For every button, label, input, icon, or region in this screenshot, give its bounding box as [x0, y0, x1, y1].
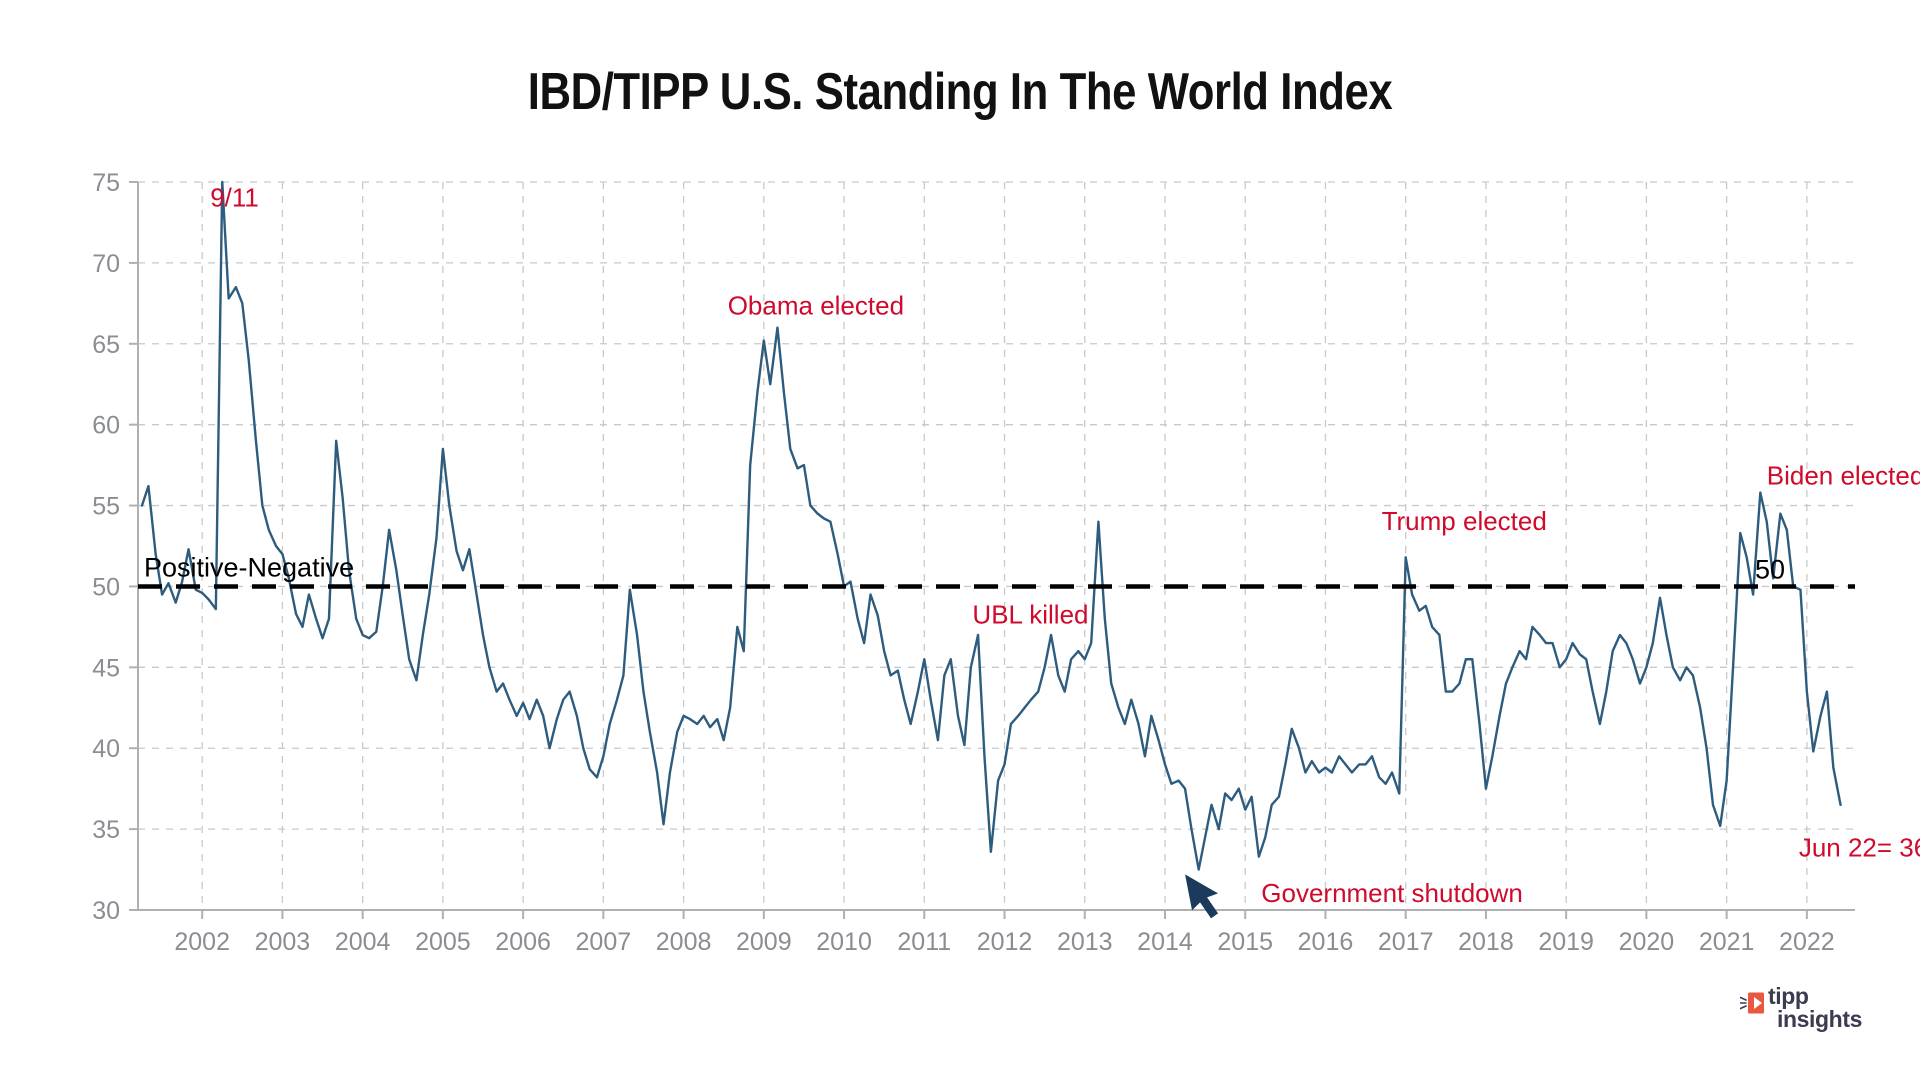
svg-text:2003: 2003	[255, 928, 311, 956]
svg-text:Biden elected: Biden elected	[1767, 461, 1920, 491]
svg-text:2013: 2013	[1057, 928, 1113, 956]
svg-text:2015: 2015	[1217, 928, 1273, 956]
svg-text:Positive-Negative: Positive-Negative	[144, 552, 354, 582]
annotations: 9/11 Obama elected UBL killed Trump elected…	[210, 182, 1920, 908]
svg-text:2005: 2005	[415, 928, 471, 956]
svg-text:40: 40	[92, 735, 120, 763]
svg-text:Obama elected: Obama elected	[728, 291, 904, 321]
tipp-insights-logo: tipp insights	[1740, 985, 1880, 1041]
logo-line-1: tipp	[1768, 983, 1809, 1009]
x-axis-tick-labels: 2002 2003 2004 2005 2006 2007 2008 2009 2010 2011…	[174, 910, 1835, 956]
page-title: IBD/TIPP U.S. Standing In The World Inde…	[527, 63, 1393, 121]
svg-text:35: 35	[92, 816, 120, 844]
axes	[137, 182, 1855, 911]
svg-text:50: 50	[92, 573, 120, 601]
svg-text:2011: 2011	[897, 928, 951, 956]
svg-text:Trump elected: Trump elected	[1382, 506, 1547, 536]
svg-text:2020: 2020	[1619, 928, 1675, 956]
svg-text:2014: 2014	[1137, 928, 1193, 956]
svg-text:Jun 22= 36.5: Jun 22= 36.5	[1799, 833, 1920, 863]
svg-text:2010: 2010	[816, 928, 872, 956]
svg-text:2021: 2021	[1699, 928, 1755, 956]
svg-text:2022: 2022	[1779, 928, 1835, 956]
svg-text:30: 30	[92, 897, 120, 925]
svg-text:45: 45	[92, 654, 120, 682]
logo-line-2: insights	[1777, 1006, 1862, 1032]
svg-text:UBL killed: UBL killed	[972, 600, 1088, 630]
svg-text:65: 65	[92, 331, 120, 359]
svg-text:60: 60	[92, 412, 120, 440]
svg-text:2018: 2018	[1458, 928, 1514, 956]
svg-text:55: 55	[92, 493, 120, 521]
svg-text:2002: 2002	[174, 928, 230, 956]
svg-text:2019: 2019	[1538, 928, 1594, 956]
svg-text:Government shutdown: Government shutdown	[1261, 878, 1523, 908]
svg-text:75: 75	[92, 169, 120, 197]
data-series-line	[140, 180, 1842, 871]
svg-text:2007: 2007	[576, 928, 632, 956]
gridlines	[138, 181, 1855, 911]
svg-text:2016: 2016	[1298, 928, 1354, 956]
svg-text:70: 70	[92, 250, 120, 278]
reference-line-50: Positive-Negative 50	[138, 552, 1855, 589]
cursor-arrow-icon	[1185, 874, 1219, 919]
svg-text:2009: 2009	[736, 928, 792, 956]
svg-text:2012: 2012	[977, 928, 1033, 956]
svg-text:2004: 2004	[335, 928, 391, 956]
logo-wordmark: tipp insights	[1768, 985, 1862, 1031]
svg-text:9/11: 9/11	[210, 182, 259, 212]
y-axis-tick-labels: 30 35 40 45 50 55 60 65 70 75	[92, 169, 138, 925]
tipp-logo-mark-icon	[1740, 992, 1764, 1014]
svg-text:2008: 2008	[656, 928, 712, 956]
svg-text:2017: 2017	[1378, 928, 1434, 956]
svg-text:2006: 2006	[495, 928, 551, 956]
svg-text:50: 50	[1755, 554, 1785, 584]
